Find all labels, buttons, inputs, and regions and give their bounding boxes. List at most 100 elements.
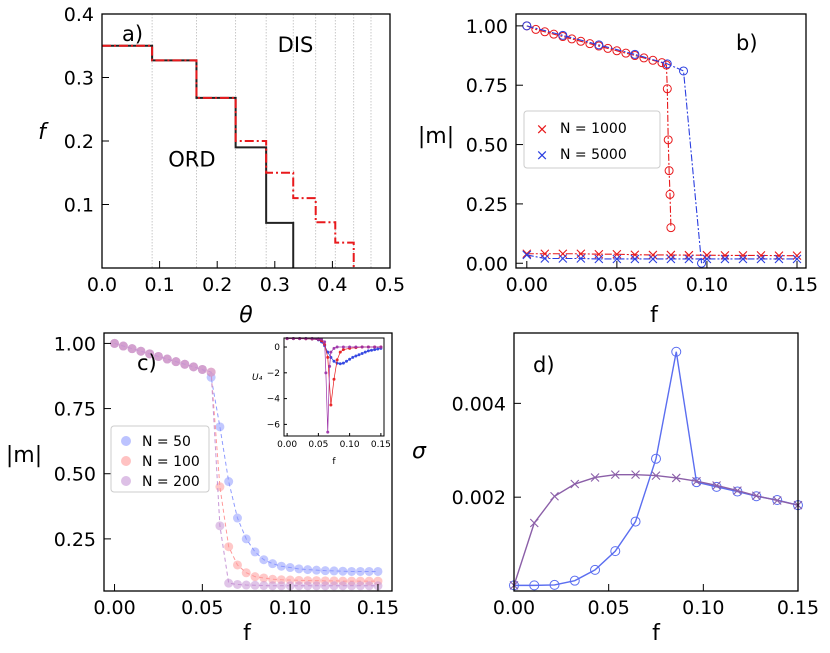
legend-entry-n50: N = 50 [142, 434, 191, 450]
panel-d-frame [513, 332, 799, 592]
inset-data-point [376, 347, 380, 351]
inset-xlabel: f [332, 457, 336, 467]
data-point [153, 351, 163, 361]
x-tick-label: 0.00 [277, 440, 297, 450]
inset-data-point [329, 350, 333, 354]
data-point [347, 581, 357, 591]
region-label-ord: ORD [168, 147, 215, 171]
x-tick-label: 0.00 [493, 597, 535, 619]
data-point [657, 58, 667, 68]
inset-data-point [323, 340, 327, 344]
inset-data-point [304, 337, 308, 341]
x-tick-label: 0.0 [87, 274, 117, 296]
data-point [206, 367, 216, 377]
data-point [529, 580, 540, 591]
panel-c-inset: 0.00 0.05 0.10 0.15 0 −2 −4 −6 f U₄ [252, 337, 391, 467]
series-line [513, 473, 799, 586]
x-tick-label: 0.00 [506, 274, 548, 296]
inset-data-point [332, 346, 336, 350]
inset-data-point [341, 348, 345, 352]
y-tick-label: 0.4 [64, 4, 94, 26]
data-point [232, 579, 242, 589]
panel-a-plot-area [102, 44, 355, 268]
data-point [303, 565, 313, 575]
data-point [639, 53, 649, 63]
data-point [662, 59, 672, 69]
inset-data-point [338, 350, 342, 354]
y-tick-label: 1.00 [54, 333, 96, 355]
inset-data-point [363, 350, 367, 354]
data-point [215, 422, 225, 432]
data-point [665, 189, 675, 199]
data-point [720, 254, 730, 264]
data-point [651, 453, 661, 464]
legend-marker [121, 476, 131, 486]
data-point [522, 250, 532, 260]
panel-c-ticks: 0.00 0.05 0.10 0.15 0.25 0.50 0.75 1.00 [54, 333, 399, 619]
data-point [224, 477, 234, 487]
data-point [311, 581, 321, 591]
x-tick-label: 0.5 [375, 274, 405, 296]
panel-b-frame [515, 13, 807, 269]
inset-data-point [291, 337, 295, 341]
data-point [338, 581, 348, 591]
inset-data-point [332, 377, 336, 381]
panel-b-legend: × N = 1000 × N = 5000 [523, 110, 661, 169]
data-point [549, 579, 560, 590]
y-tick-label: 1.00 [466, 16, 508, 38]
data-point [648, 250, 658, 260]
data-point [550, 491, 559, 501]
inset-background [284, 338, 384, 436]
data-point [311, 565, 321, 575]
data-point [594, 254, 604, 264]
data-point [738, 254, 748, 264]
panel-d-ylabel: σ [412, 439, 427, 464]
data-point [662, 84, 672, 94]
x-tick-label: 0.10 [340, 440, 360, 450]
panel-a: 0.0 0.1 0.2 0.3 0.4 0.5 0.1 0.2 0.3 0.4 a) DIS OR… [38, 4, 405, 328]
data-point [364, 581, 374, 591]
legend-marker-x: × [536, 146, 549, 164]
data-point [663, 135, 673, 145]
y-tick-label: 0.1 [64, 195, 94, 217]
data-point [110, 338, 120, 348]
data-point [772, 496, 782, 505]
data-point [373, 566, 383, 576]
legend-entry-n1000: N = 1000 [560, 121, 627, 137]
panel-c-frame [103, 332, 393, 592]
y-tick-label: 0.3 [64, 68, 94, 90]
data-point [774, 254, 784, 264]
inset-data-point [373, 348, 377, 352]
inset-data-point [328, 364, 332, 368]
data-point [684, 254, 694, 264]
data-point [364, 566, 374, 576]
panel-b-plot-area [522, 21, 802, 268]
data-point [232, 560, 242, 570]
inset-data-point [345, 359, 348, 363]
data-point [355, 566, 365, 576]
panel-c-plot-area [110, 338, 383, 591]
data-point [136, 346, 146, 356]
panel-a-label: a) [122, 22, 143, 46]
x-tick-label: 0.05 [308, 440, 328, 450]
panel-c-xlabel: f [243, 621, 252, 646]
data-point [558, 30, 568, 40]
inset-data-point [360, 351, 364, 355]
y-tick-label: 0.2 [64, 131, 94, 153]
y-tick-label: 0.25 [466, 194, 508, 216]
legend-marker [121, 456, 131, 466]
data-point [630, 254, 640, 264]
panel-b: 0.00 0.05 0.10 0.150.000.250.500.751.00 b) … [418, 13, 818, 328]
inset-data-point [366, 345, 370, 349]
y-tick-label: −4 [267, 395, 281, 405]
data-point [241, 580, 251, 590]
inset-ylabel: U₄ [252, 373, 263, 383]
data-point [250, 572, 260, 582]
panel-a-gridlines [151, 14, 391, 268]
y-tick-label: 0.004 [452, 393, 506, 415]
y-tick-label: 0.00 [466, 253, 508, 275]
data-point [630, 516, 641, 527]
data-point [558, 249, 568, 259]
panel-b-xlabel: f [650, 303, 659, 328]
inset-ticks: 0.00 0.05 0.10 0.15 0 −2 −4 −6 [267, 343, 391, 450]
